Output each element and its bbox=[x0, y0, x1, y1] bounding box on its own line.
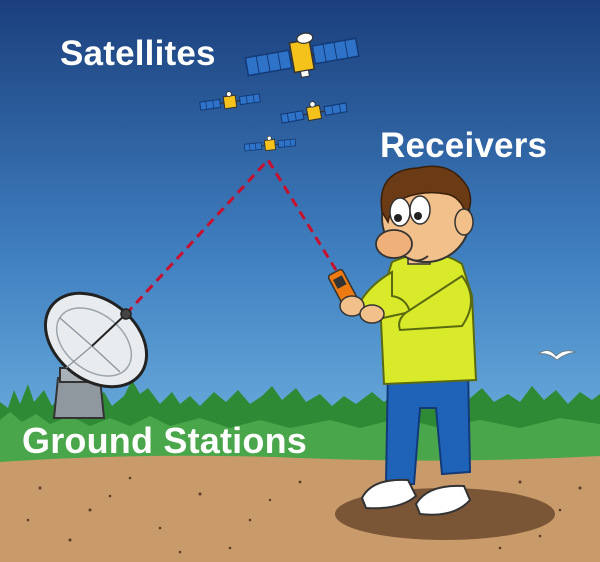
bird-icon bbox=[537, 350, 577, 361]
ground-stations-label: Ground Stations bbox=[22, 420, 307, 461]
satellite-icon bbox=[244, 32, 360, 78]
satellite-dish-icon bbox=[43, 291, 149, 419]
ground-speckles bbox=[26, 476, 582, 554]
person-with-receiver-icon bbox=[327, 165, 478, 516]
satellites-label: Satellites bbox=[60, 34, 216, 73]
receivers-label: Receivers bbox=[380, 126, 548, 165]
